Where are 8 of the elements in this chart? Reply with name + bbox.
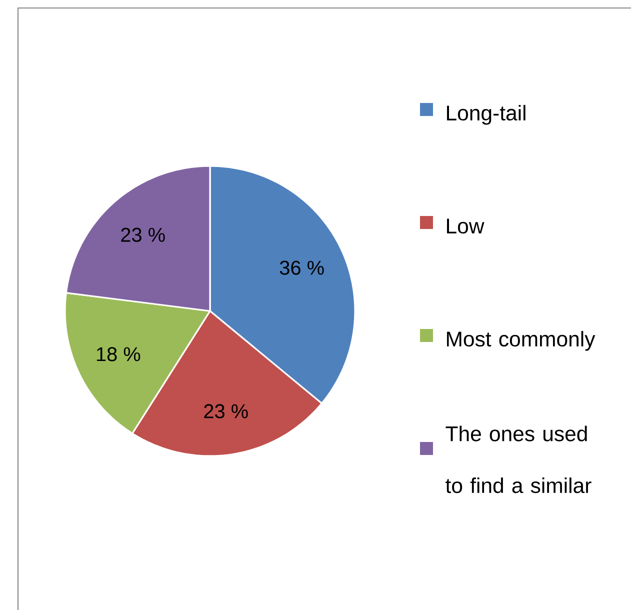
data-label: 36 % <box>280 260 324 275</box>
data-label: 18 % <box>96 347 140 362</box>
data-label: 23 % <box>204 404 248 418</box>
category-label: The ones used to find a similar <box>446 426 592 494</box>
data-label: 23 % <box>121 228 165 242</box>
legend-label: Most commonly <box>447 330 596 351</box>
legend-label: Long-tail <box>447 104 526 125</box>
legend-label: Low <box>447 218 484 234</box>
